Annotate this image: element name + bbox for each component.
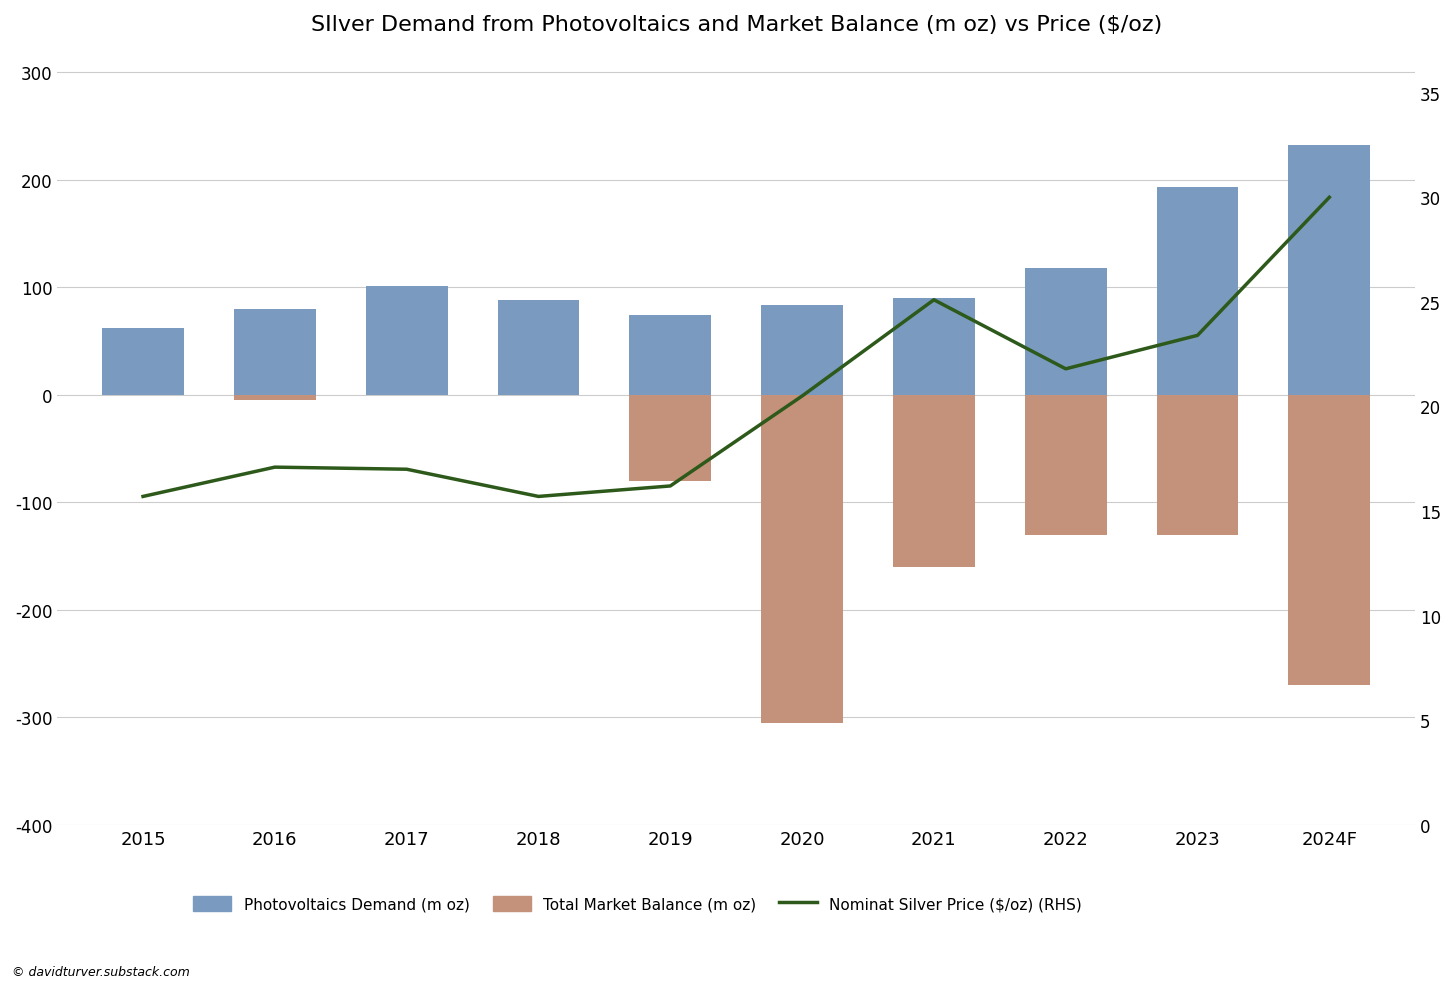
Nominat Silver Price ($/oz) (RHS) (1188, 330, 1206, 342)
Bar (1025, 395, 1107, 535)
Bar (893, 395, 974, 568)
Nominat Silver Price ($/oz) (RHS) (134, 490, 151, 503)
Bar (365, 287, 447, 395)
Nominat Silver Price ($/oz) (RHS) (1321, 192, 1338, 204)
Text: © davidturver.substack.com: © davidturver.substack.com (12, 965, 189, 978)
Bar (498, 301, 579, 395)
Bar (629, 395, 711, 481)
Bar (498, 372, 579, 395)
Bar (102, 329, 183, 395)
Bar (893, 299, 974, 395)
Nominat Silver Price ($/oz) (RHS) (530, 490, 547, 503)
Nominat Silver Price ($/oz) (RHS) (794, 390, 811, 402)
Bar (1289, 146, 1370, 395)
Bar (761, 395, 843, 723)
Bar (234, 395, 316, 401)
Bar (1156, 189, 1239, 395)
Nominat Silver Price ($/oz) (RHS) (266, 461, 284, 473)
Legend: Photovoltaics Demand (m oz), Total Market Balance (m oz), Nominat Silver Price (: Photovoltaics Demand (m oz), Total Marke… (188, 890, 1088, 918)
Bar (102, 393, 183, 395)
Nominat Silver Price ($/oz) (RHS) (661, 480, 678, 492)
Bar (365, 358, 447, 395)
Title: SIlver Demand from Photovoltaics and Market Balance (m oz) vs Price ($/oz): SIlver Demand from Photovoltaics and Mar… (310, 15, 1162, 35)
Bar (1025, 269, 1107, 395)
Nominat Silver Price ($/oz) (RHS) (925, 295, 942, 307)
Bar (761, 305, 843, 395)
Bar (1289, 395, 1370, 685)
Bar (234, 310, 316, 395)
Bar (629, 316, 711, 395)
Nominat Silver Price ($/oz) (RHS) (1057, 363, 1075, 375)
Bar (1156, 395, 1239, 535)
Nominat Silver Price ($/oz) (RHS) (397, 463, 415, 475)
Line: Nominat Silver Price ($/oz) (RHS): Nominat Silver Price ($/oz) (RHS) (143, 198, 1329, 496)
